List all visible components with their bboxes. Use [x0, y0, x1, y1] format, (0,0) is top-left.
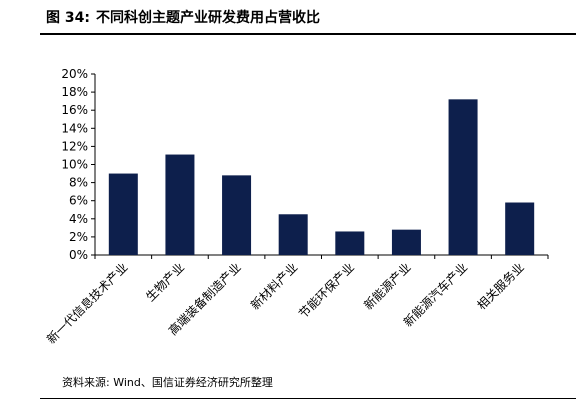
x-tick-label: 新一代信息技术产业 — [43, 260, 130, 347]
y-tick-label: 8% — [69, 176, 88, 190]
y-tick-label: 18% — [61, 85, 88, 99]
y-tick-label: 2% — [69, 230, 88, 244]
x-tick-label: 节能环保产业 — [296, 260, 357, 321]
bar-8 — [505, 202, 535, 255]
y-tick-label: 12% — [61, 139, 88, 153]
x-tick-label: 相关服务业 — [474, 260, 527, 313]
y-tick-label: 14% — [61, 121, 88, 135]
y-tick-label: 16% — [61, 103, 88, 117]
y-tick-label: 6% — [69, 194, 88, 208]
bar-4 — [278, 214, 308, 255]
bar-3 — [222, 175, 252, 255]
bar-1 — [108, 173, 138, 255]
x-tick-label: 生物产业 — [143, 260, 187, 304]
figure-number: 图 34: — [46, 10, 90, 26]
y-tick-label: 0% — [69, 248, 88, 262]
top-rule — [40, 33, 576, 35]
bottom-rule — [40, 398, 576, 399]
bar-2 — [165, 154, 195, 255]
bar-5 — [335, 231, 365, 255]
x-tick-label: 新能源产业 — [361, 260, 414, 313]
y-tick-label: 4% — [69, 212, 88, 226]
source-note: 资料来源: Wind、国信证券经济研究所整理 — [62, 376, 273, 389]
bar-7 — [448, 99, 478, 255]
y-tick-label: 20% — [61, 67, 88, 81]
y-tick-label: 10% — [61, 158, 88, 172]
figure-title: 图 34: 不同科创主题产业研发费用占营收比 — [46, 7, 320, 27]
bar-6 — [391, 229, 421, 255]
figure-title-text: 不同科创主题产业研发费用占营收比 — [95, 10, 320, 26]
x-tick-label: 新材料产业 — [247, 260, 300, 313]
